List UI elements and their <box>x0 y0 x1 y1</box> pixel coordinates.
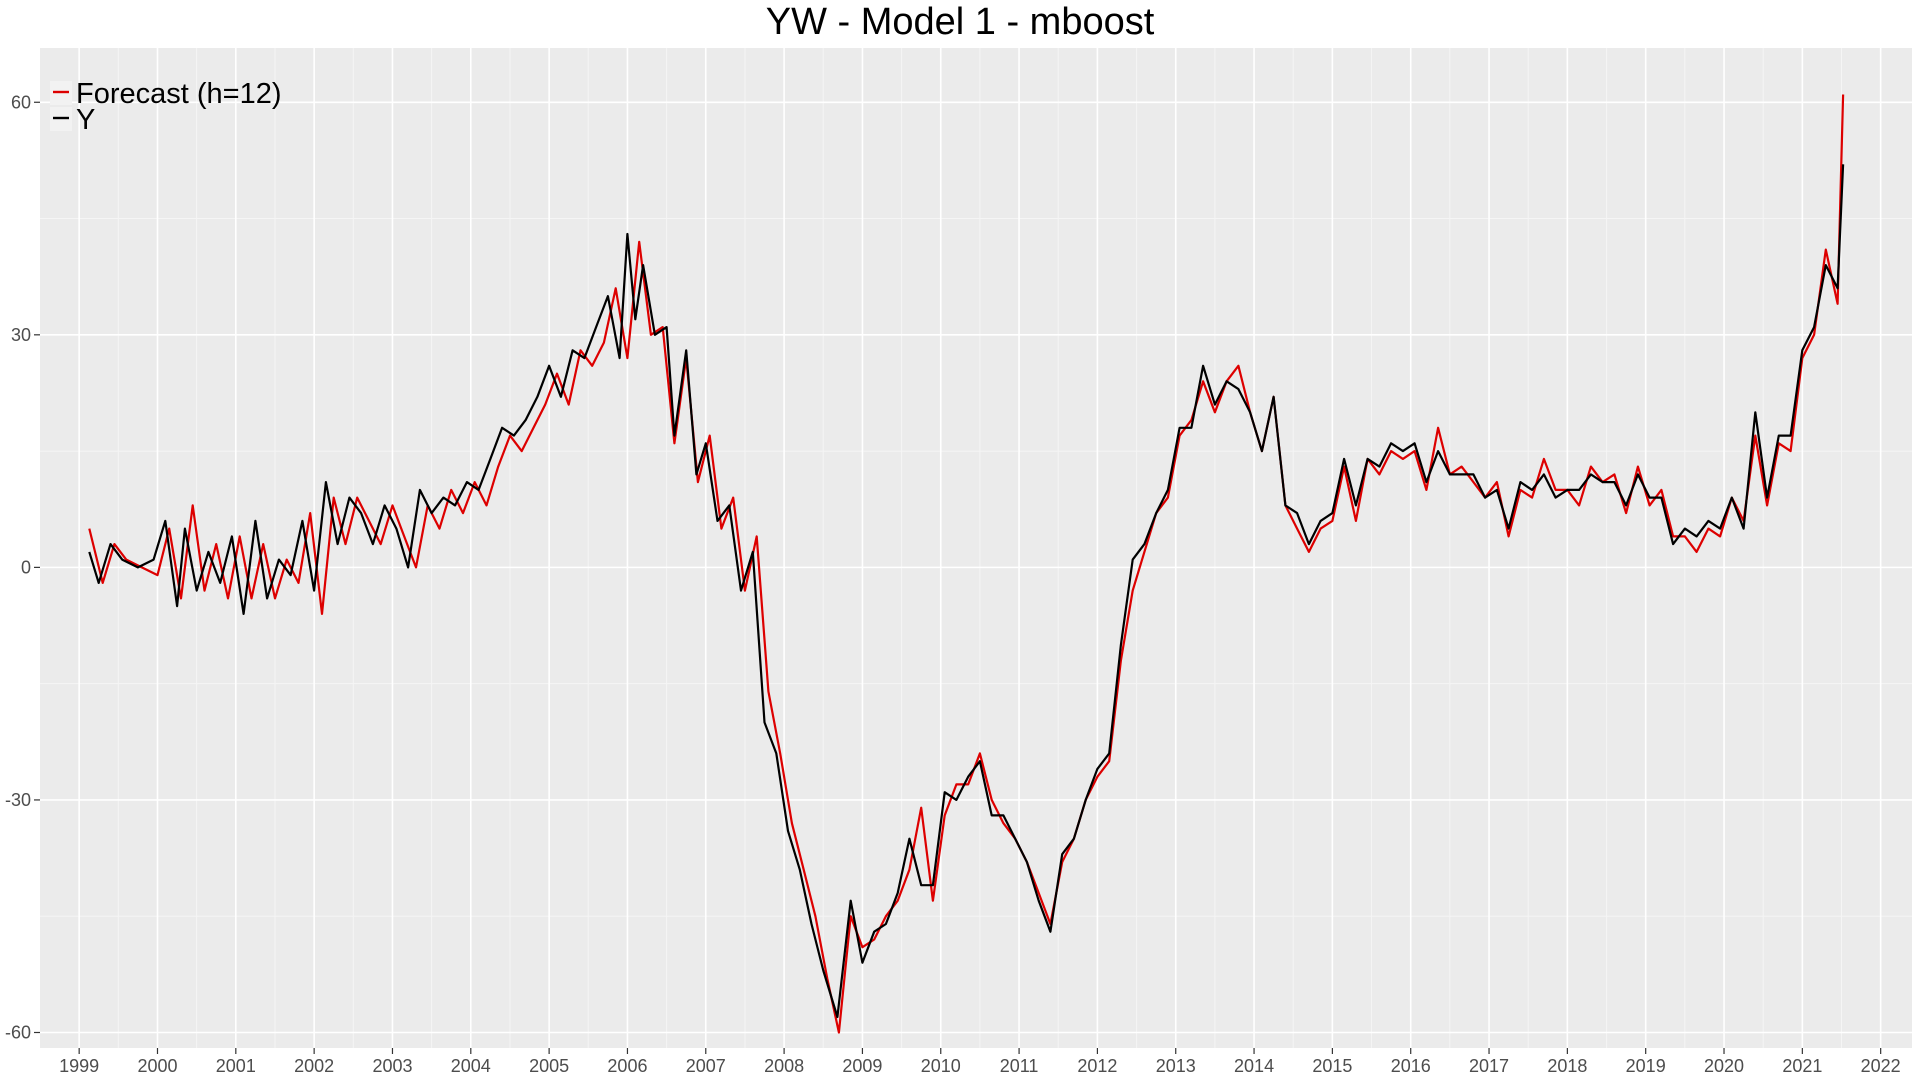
x-tick-label: 2016 <box>1391 1056 1431 1076</box>
x-tick-label: 2011 <box>1000 1056 1039 1076</box>
x-tick-label: 2014 <box>1234 1056 1274 1076</box>
x-tick-label: 2010 <box>921 1056 961 1076</box>
x-tick-label: 2009 <box>842 1056 882 1076</box>
plot-panel <box>40 48 1912 1048</box>
y-tick-label: 30 <box>11 325 31 345</box>
series-layer <box>88 94 1845 1034</box>
minor-gridlines <box>40 48 1912 1048</box>
major-gridlines <box>40 48 1912 1048</box>
x-tick-label: 2012 <box>1077 1056 1117 1076</box>
x-tick-label: 2013 <box>1156 1056 1196 1076</box>
x-tick-label: 2008 <box>764 1056 804 1076</box>
x-tick-label: 2017 <box>1469 1056 1509 1076</box>
y-tick-label: 60 <box>11 92 31 112</box>
y-tick-label: 0 <box>21 557 31 577</box>
x-tick-label: 2002 <box>294 1056 334 1076</box>
chart-title: YW - Model 1 - mboost <box>765 1 1155 43</box>
x-tick-label: 2000 <box>137 1056 177 1076</box>
x-tick-label: 2007 <box>686 1056 726 1076</box>
axis-layer: 1999 2000 2001 2002 2003 2004 2005 2006 2007 2008… <box>5 92 1901 1076</box>
x-tick-label: 2006 <box>607 1056 647 1076</box>
x-tick-label: 2005 <box>529 1056 569 1076</box>
legend-label: Forecast (h=12) <box>76 78 282 110</box>
x-tick-label: 2001 <box>216 1056 256 1076</box>
legend: Forecast (h=12)Y <box>50 78 282 136</box>
y-tick-label: -60 <box>5 1022 31 1042</box>
legend-label: Y <box>76 104 95 136</box>
y-tick-label: -30 <box>5 790 31 810</box>
x-tick-label: 2004 <box>451 1056 491 1076</box>
series-line-y <box>88 164 1845 1019</box>
x-tick-label: 2003 <box>372 1056 412 1076</box>
x-tick-label: 2021 <box>1782 1056 1822 1076</box>
x-tick-label: 2015 <box>1312 1056 1352 1076</box>
x-tick-label: 2019 <box>1626 1056 1666 1076</box>
x-tick-label: 1999 <box>59 1056 99 1076</box>
x-tick-label: 2022 <box>1861 1056 1901 1076</box>
x-tick-label: 2018 <box>1547 1056 1587 1076</box>
x-tick-label: 2020 <box>1704 1056 1744 1076</box>
